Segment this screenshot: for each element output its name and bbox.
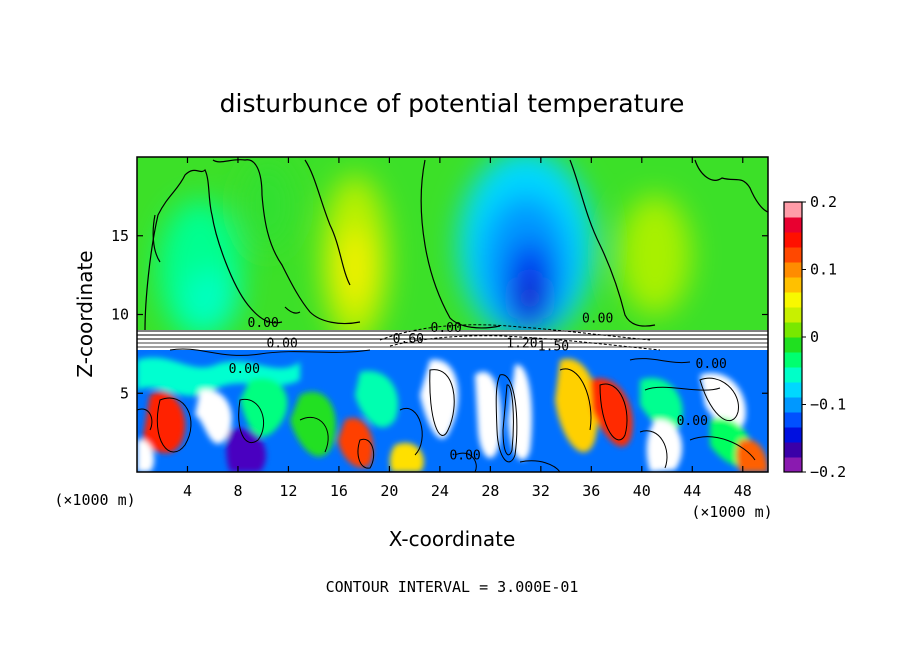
contour-lines <box>144 159 768 331</box>
upper-field-blobs <box>158 157 691 345</box>
x-axis: 4 8 12 16 20 24 28 32 36 40 44 48 <box>183 157 752 500</box>
contour-label: 1.20 <box>506 337 537 352</box>
x-tick-label: 16 <box>330 482 348 500</box>
colorbar-tick-label: 0 <box>810 328 819 346</box>
colorbar-swatch <box>784 202 802 218</box>
x-tick-label: 24 <box>431 482 449 500</box>
colorbar-swatch <box>784 292 802 308</box>
chart-title: disturbunce of potential temperature <box>220 89 685 118</box>
contour-lines-lower <box>137 358 756 472</box>
contour-label: 0.00 <box>248 316 279 331</box>
y-tick-label: 10 <box>111 306 129 324</box>
x-tick-label: 20 <box>380 482 398 500</box>
colorbar-swatch <box>784 397 802 413</box>
contour-label: 1.50 <box>538 340 569 355</box>
colorbar-swatch <box>784 217 802 233</box>
contour-interval-note: CONTOUR INTERVAL = 3.000E-01 <box>326 578 579 596</box>
colorbar-swatch <box>784 352 802 368</box>
x-tick-label: 44 <box>683 482 701 500</box>
x-tick-label: 40 <box>633 482 651 500</box>
contour-label: 0.00 <box>582 311 613 326</box>
x-tick-label: 12 <box>279 482 297 500</box>
colorbar-swatch <box>784 247 802 263</box>
colorbar-swatch <box>784 367 802 383</box>
x-tick-label: 8 <box>233 482 242 500</box>
x-tick-label: 28 <box>481 482 499 500</box>
x-tick-label: 32 <box>532 482 550 500</box>
y-tick-label: 5 <box>120 384 129 402</box>
x-axis-label: X-coordinate <box>389 527 516 551</box>
contour-labels: 0.00 0.00 0.00 0.60 0.00 1.20 1.50 0.00 0.00 0.00… <box>229 311 727 463</box>
x-tick-label: 4 <box>183 482 192 500</box>
colorbar-tick-label: 0.2 <box>810 193 837 211</box>
colorbar: 0.2 0.1 0 −0.1 −0.2 <box>783 193 846 481</box>
contour-label: 0.60 <box>393 332 424 347</box>
contour-label: 0.00 <box>677 414 708 429</box>
colorbar-swatch <box>784 322 802 338</box>
contour-label: 0.00 <box>431 321 462 336</box>
x-tick-label: 36 <box>582 482 600 500</box>
x-tick-label: 48 <box>734 482 752 500</box>
colorbar-swatch <box>784 307 802 323</box>
transition-band <box>137 324 768 356</box>
colorbar-swatch <box>784 337 802 353</box>
colorbar-swatch <box>784 382 802 398</box>
x-unit-left: (×1000 m) <box>54 491 135 509</box>
colorbar-swatch <box>784 427 802 443</box>
contour-label: 0.00 <box>696 357 727 372</box>
colorbar-swatch <box>784 412 802 428</box>
colorbar-swatch <box>784 232 802 248</box>
contour-label: 0.00 <box>266 337 297 352</box>
contour-label: 0.00 <box>449 448 480 463</box>
contour-label: 0.00 <box>229 362 260 377</box>
colorbar-swatch <box>784 262 802 278</box>
colorbar-swatch <box>784 442 802 458</box>
plot-area: 0.00 0.00 0.00 0.60 0.00 1.20 1.50 0.00 0.00 0.00… <box>137 157 768 472</box>
x-unit-right: (×1000 m) <box>691 503 772 521</box>
lower-turbulent-field <box>137 350 768 472</box>
y-axis: 5 10 15 <box>111 227 768 402</box>
colorbar-tick-label: 0.1 <box>810 261 837 279</box>
colorbar-tick-label: −0.2 <box>810 463 846 481</box>
y-tick-label: 15 <box>111 227 129 245</box>
colorbar-swatch <box>784 457 802 473</box>
colorbar-swatch <box>784 277 802 293</box>
colorbar-tick-label: −0.1 <box>810 396 846 414</box>
y-axis-label: Z-coordinate <box>73 250 97 377</box>
